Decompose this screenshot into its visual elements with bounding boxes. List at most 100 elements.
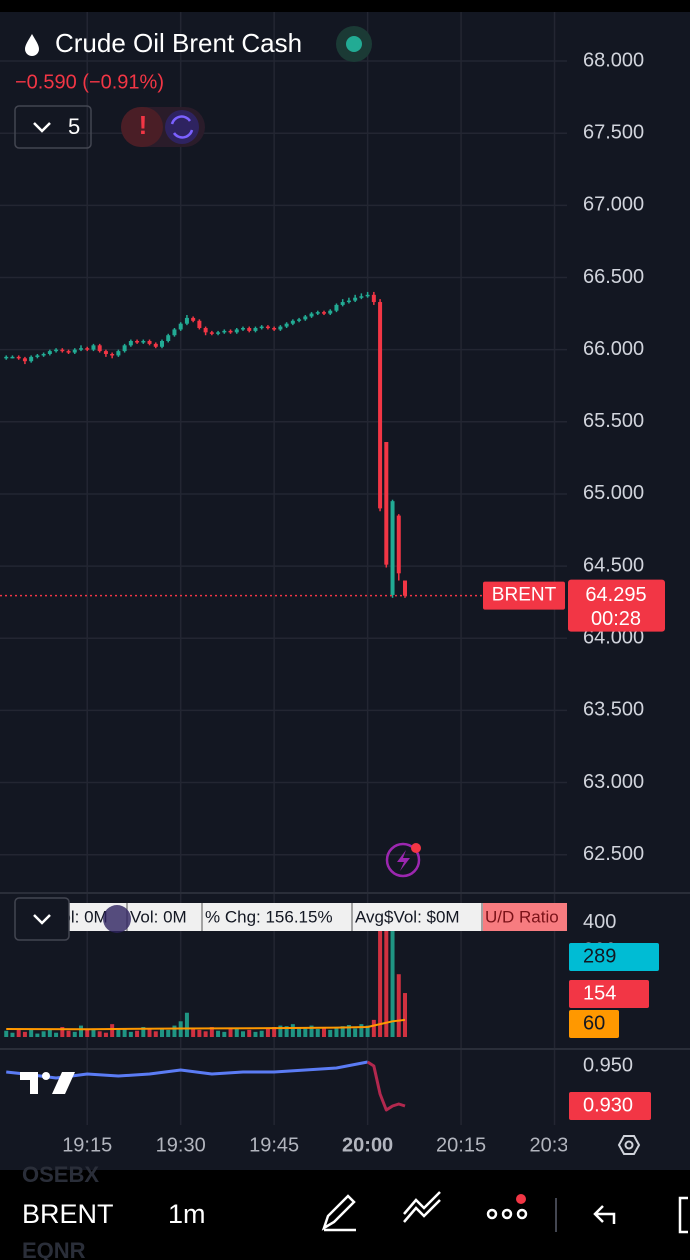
volume-ma: [6, 1018, 406, 1031]
indicators-button[interactable]: [403, 1191, 441, 1223]
legend-item: Avg$Vol: $0M: [355, 907, 460, 926]
candle-body: [147, 340, 152, 344]
volume-bar: [340, 1026, 345, 1037]
candle-body: [203, 328, 208, 333]
symbol-title[interactable]: Crude Oil Brent Cash: [55, 28, 302, 58]
candle-body: [197, 320, 202, 329]
candle-body: [97, 345, 102, 352]
volume-bar: [228, 1029, 233, 1037]
candle-body: [328, 310, 333, 314]
volume-label: 154: [583, 982, 616, 1004]
volume-bar: [172, 1025, 177, 1037]
candle-body: [191, 317, 196, 321]
toolbar-interval[interactable]: 1m: [168, 1199, 206, 1229]
volume-label-bg: [569, 980, 649, 1008]
volume-bar: [209, 1027, 214, 1037]
volume-bar: [16, 1028, 21, 1037]
legend-highlight: [483, 903, 567, 931]
candle-body: [247, 328, 252, 331]
volume-bar: [10, 1032, 15, 1037]
volume-bar: [35, 1033, 40, 1037]
volume-bar: [222, 1031, 227, 1037]
volume-bar: [4, 1030, 9, 1037]
candle-body: [371, 294, 376, 303]
y-tick-label: 63.500: [583, 699, 644, 721]
volume-label-bg: [569, 943, 659, 971]
candle-body: [309, 313, 314, 317]
x-tick-label: 20:30: [530, 1134, 580, 1156]
y-tick-label: 62.500: [583, 843, 644, 865]
symbol-tag: BRENT: [492, 585, 557, 606]
candle-body: [259, 326, 264, 329]
volume-bar: [135, 1030, 140, 1037]
candle-body: [297, 319, 302, 321]
undo-button[interactable]: [593, 1205, 616, 1224]
candle-body: [35, 355, 40, 357]
more-button[interactable]: [486, 1194, 528, 1220]
price-label: 64.295: [585, 584, 646, 606]
volume-bar: [216, 1030, 221, 1037]
volume-bar: [160, 1028, 164, 1037]
candle-body: [222, 330, 227, 333]
candle-body: [116, 351, 121, 356]
collapse-button[interactable]: [14, 105, 92, 149]
candle-body: [141, 340, 146, 343]
volume-bar: [54, 1032, 59, 1037]
fullscreen-button[interactable]: [678, 1196, 688, 1234]
volume-bar: [396, 974, 401, 1037]
candle-body: [4, 356, 9, 359]
axes: 62.500 63.000 63.500 64.000 64.500 65.000 65.5…: [483, 49, 665, 1120]
candle-body: [290, 320, 295, 324]
y-tick-label: 0.950: [583, 1054, 633, 1076]
error-badge[interactable]: [121, 107, 163, 147]
indicator-line: [6, 1060, 368, 1080]
watchlist-item[interactable]: EQNR: [22, 1238, 86, 1260]
symbol-icon[interactable]: [25, 34, 39, 56]
candle-body: [403, 580, 407, 596]
time-axis: 19:15 19:30 19:45 20:00 20:15 20:30: [62, 1134, 580, 1156]
volume-bar: [234, 1028, 239, 1037]
volume-bar: [284, 1026, 289, 1037]
price-label-bg: [568, 579, 665, 632]
volume-bar: [122, 1028, 127, 1037]
volume-bar: [147, 1029, 152, 1037]
volume-bar: [79, 1025, 83, 1037]
candle-body: [184, 317, 189, 324]
value-label: 0.930: [583, 1094, 633, 1116]
watchlist-item[interactable]: OSEBX: [22, 1162, 99, 1187]
countdown: 00:28: [591, 608, 641, 630]
y-tick-label: 65.000: [583, 482, 644, 504]
toolbar-symbol[interactable]: BRENT: [22, 1199, 114, 1229]
candle-body: [153, 343, 158, 347]
logo: [20, 1072, 75, 1094]
sync-badge[interactable]: [103, 905, 131, 933]
volume-bar: [303, 1027, 308, 1037]
volume-bar: [247, 1029, 252, 1037]
settings-button[interactable]: [617, 1135, 641, 1155]
event-icon[interactable]: [385, 842, 421, 878]
volume-bar: [141, 1027, 146, 1037]
candle-body: [85, 348, 90, 350]
chevron: [33, 122, 51, 133]
candle-body: [79, 348, 83, 350]
candle-body: [265, 326, 270, 329]
candle-body: [128, 340, 133, 346]
y-tick-label: 64.000: [583, 627, 644, 649]
candle-body: [241, 328, 245, 330]
candle-body: [103, 351, 108, 354]
status-bar: [0, 0, 690, 12]
sync-badge[interactable]: [165, 110, 199, 144]
x-tick-label: 20:00: [342, 1134, 393, 1156]
candle-body: [135, 340, 140, 343]
candle-body: [47, 351, 52, 354]
candle-body: [315, 312, 320, 314]
volume-bar: [66, 1030, 71, 1037]
collapse-indicators[interactable]: [14, 897, 70, 941]
indicator-count: 5: [68, 114, 80, 139]
event-dot: [411, 843, 421, 853]
candle-body: [353, 297, 358, 301]
volume-bar: [253, 1031, 258, 1037]
candle-body: [278, 326, 283, 330]
draw-button[interactable]: [321, 1194, 356, 1232]
candle-body: [365, 294, 370, 297]
